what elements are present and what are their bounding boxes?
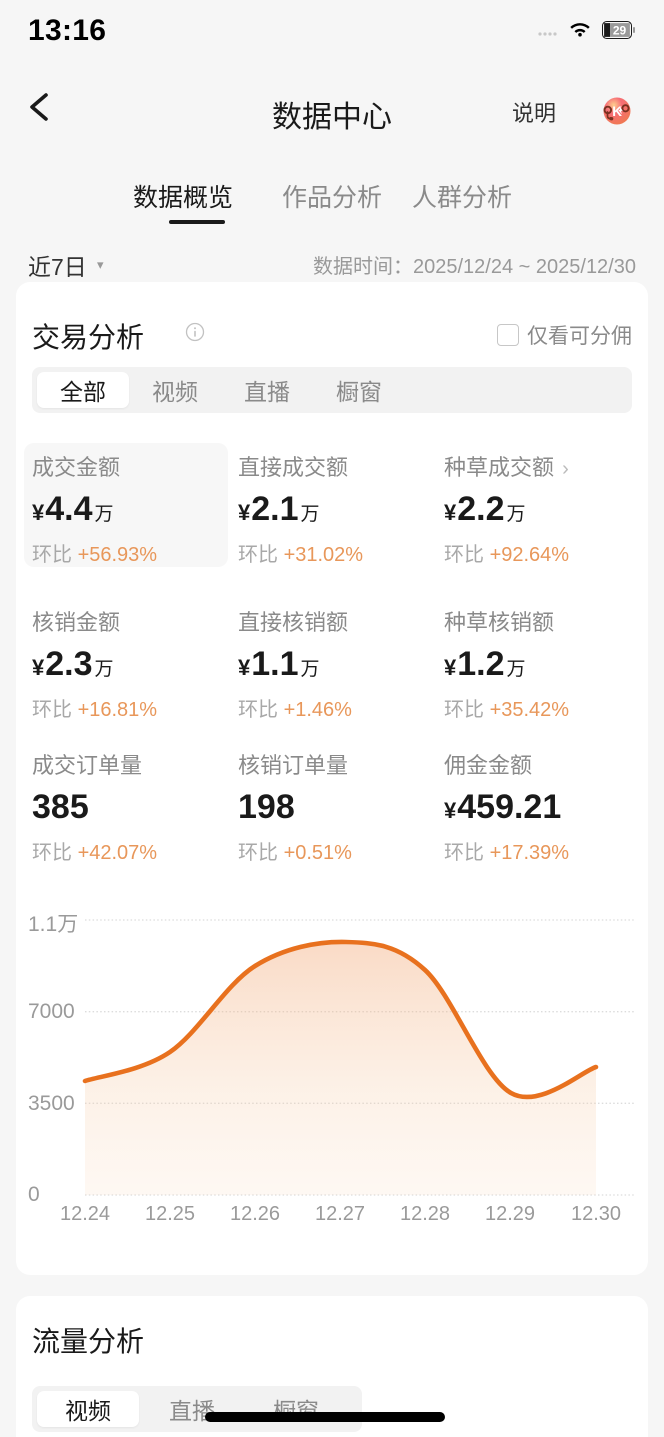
svg-text:29: 29 [613,23,627,37]
